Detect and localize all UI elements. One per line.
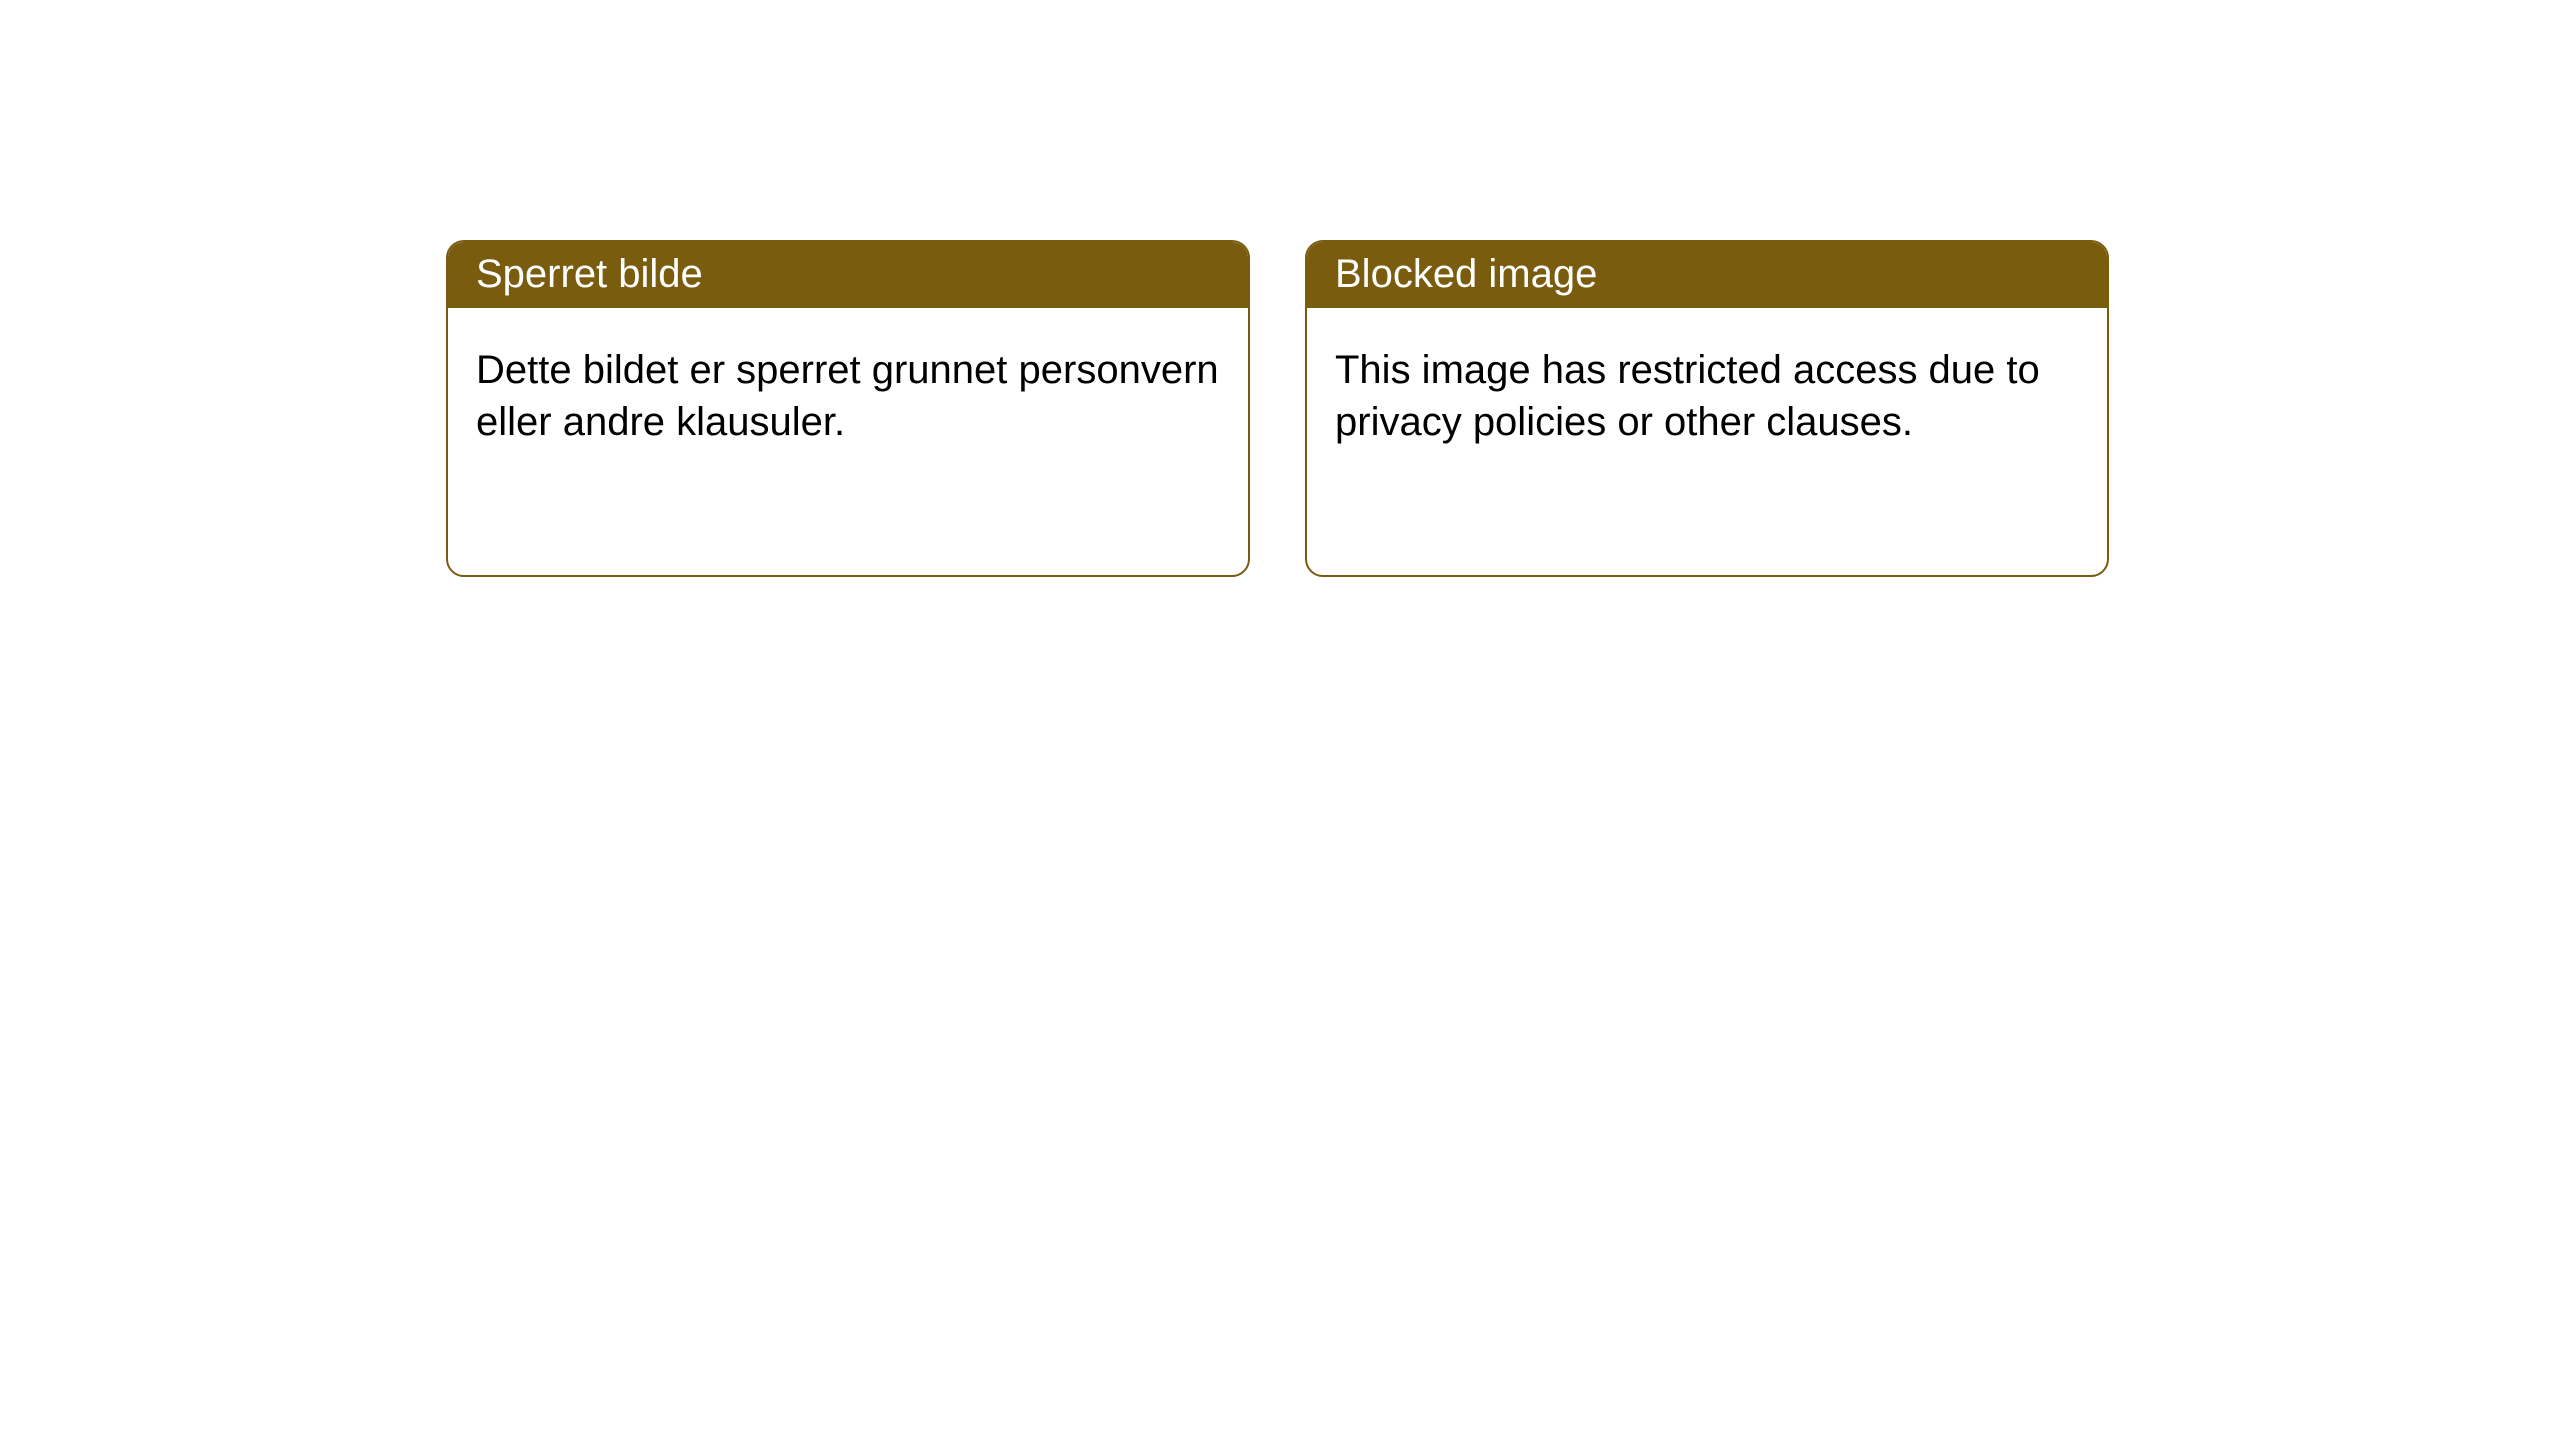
notice-header: Blocked image [1307,242,2107,308]
notice-box-norwegian: Sperret bilde Dette bildet er sperret gr… [446,240,1250,577]
notice-header: Sperret bilde [448,242,1248,308]
notice-body: This image has restricted access due to … [1307,308,2107,484]
notice-body: Dette bildet er sperret grunnet personve… [448,308,1248,484]
notice-box-english: Blocked image This image has restricted … [1305,240,2109,577]
notice-container: Sperret bilde Dette bildet er sperret gr… [446,240,2109,577]
